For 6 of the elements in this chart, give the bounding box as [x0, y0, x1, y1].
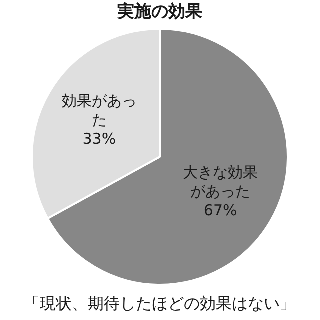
- chart-title: 実施の効果: [116, 1, 204, 24]
- slice-label: 効果があった: [62, 92, 137, 130]
- data-label: 33%: [82, 130, 116, 148]
- data-label: 67%: [204, 202, 238, 220]
- text: 「現状、期待したほどの効果はない」: [23, 293, 297, 315]
- slice-label: 大きな効果があった: [183, 164, 258, 201]
